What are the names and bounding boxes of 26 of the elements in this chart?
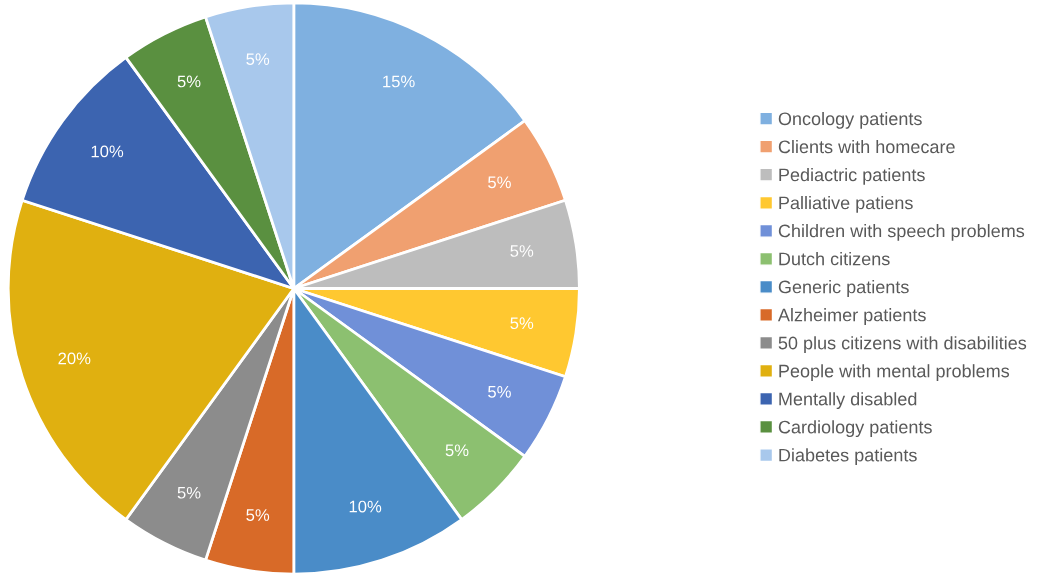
- legend-label: Clients with homecare: [778, 139, 955, 154]
- data-label: 10%: [91, 145, 124, 158]
- legend-label: Pediactric patients: [779, 167, 925, 185]
- legend-label: Mentally disabled: [779, 392, 917, 410]
- legend-label: People with mental problems: [779, 364, 1010, 381]
- data-label: 5%: [177, 486, 201, 499]
- legend-label: Dutch citizens: [779, 252, 890, 266]
- legend-label: Diabetes patients: [779, 448, 917, 466]
- data-label: 5%: [445, 444, 469, 457]
- data-label: 5%: [488, 176, 511, 189]
- data-label: 5%: [246, 509, 270, 521]
- data-label: 5%: [488, 386, 511, 398]
- legend-label: Oncology patients: [778, 111, 922, 129]
- legend-label: Alzheimer patients: [777, 308, 926, 325]
- data-label: 10%: [349, 500, 382, 513]
- legend-label: 50 plus citizens with disabilities: [778, 336, 1027, 353]
- data-label: 5%: [246, 53, 270, 66]
- data-label: 5%: [510, 317, 534, 330]
- data-label: 5%: [177, 75, 201, 88]
- data-label: 5%: [510, 245, 534, 257]
- legend-label: Generic patients: [778, 280, 909, 297]
- data-label: 15%: [383, 75, 415, 88]
- legend-label: Cardiology patients: [778, 420, 932, 438]
- legend-label: Palliative patiens: [779, 196, 913, 213]
- data-label: 20%: [58, 352, 91, 365]
- legend-label: Children with speech problems: [778, 224, 1025, 241]
